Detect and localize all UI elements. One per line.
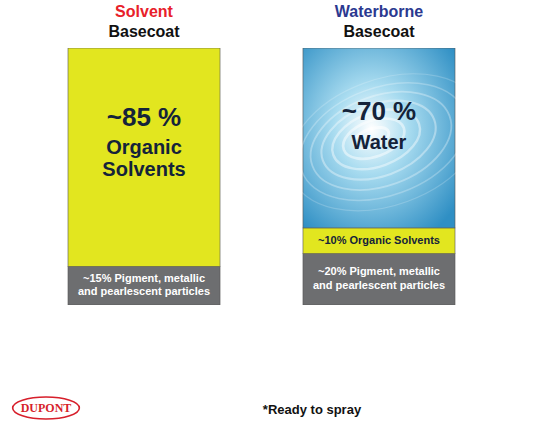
bar-segment (303, 254, 455, 305)
label-part: Organic (106, 136, 182, 158)
logo-text: DUPONT (21, 401, 72, 415)
water-swirl (270, 49, 502, 236)
water-swirl (311, 86, 447, 194)
label-part: ~70 % (342, 96, 416, 126)
data-label: and pearlescent particles (78, 285, 210, 297)
chart: ~15% Pigment, metallicand pearlescent pa… (0, 0, 547, 432)
bars (68, 48, 502, 305)
logo: DUPONT (13, 397, 80, 419)
data-label: ~85 % (107, 102, 181, 132)
label-part: ~85 % (107, 102, 181, 132)
label-part: Pigment, metallic (346, 265, 440, 277)
label-part: ~20% (318, 265, 347, 277)
label-part: Organic Solvents (346, 234, 440, 246)
bar-segment (303, 228, 455, 254)
water-swirl (297, 74, 465, 208)
label-part: ~10% (318, 234, 347, 246)
data-label: ~15% Pigment, metallic (83, 272, 205, 284)
data-labels: ~15% Pigment, metallicand pearlescent pa… (78, 96, 445, 297)
label-part: and pearlescent particles (78, 285, 210, 297)
data-label: ~10% Organic Solvents (318, 234, 440, 246)
bar-segment (68, 48, 220, 266)
label-part: Pigment, metallic (111, 272, 205, 284)
data-label: and pearlescent particles (313, 279, 445, 291)
water-swirl (283, 61, 483, 222)
category-title: WaterborneBasecoat (335, 3, 423, 40)
label-part: and pearlescent particles (313, 279, 445, 291)
label-part: ~15% (83, 272, 112, 284)
data-label: ~20% Pigment, metallic (318, 265, 440, 277)
bar-segment (68, 266, 220, 305)
data-label: Water (352, 131, 407, 153)
data-label: ~70 % (342, 96, 416, 126)
data-label: Organic (106, 136, 182, 158)
label-part: Solvents (102, 158, 185, 180)
logo-oval (13, 397, 80, 419)
footnote: *Ready to spray (263, 402, 362, 417)
category-title: SolventBasecoat (108, 3, 180, 40)
data-label: Solvents (102, 158, 185, 180)
label-part: Water (352, 131, 407, 153)
